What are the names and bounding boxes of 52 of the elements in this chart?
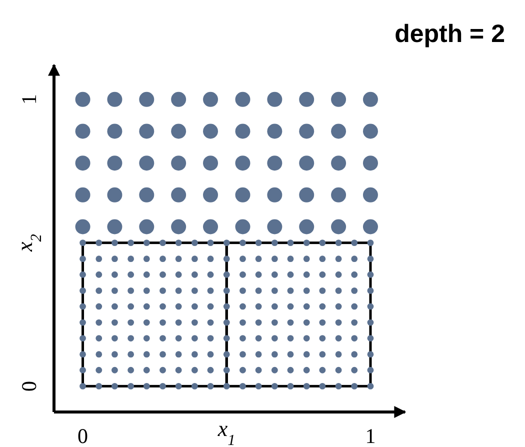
point (267, 124, 282, 139)
point (235, 219, 250, 234)
point (362, 187, 378, 202)
point (235, 124, 250, 139)
point (171, 92, 186, 107)
point (171, 187, 186, 202)
point (139, 219, 154, 234)
point (107, 92, 122, 107)
point (299, 187, 314, 202)
point (107, 187, 122, 202)
point (331, 187, 346, 202)
point (299, 124, 314, 139)
point (331, 156, 346, 171)
point (267, 219, 282, 234)
chart-title: depth = 2 (394, 20, 505, 48)
point (171, 124, 186, 139)
point (203, 219, 218, 234)
point (267, 156, 282, 171)
point (139, 92, 154, 107)
point (75, 92, 90, 107)
point (75, 219, 90, 234)
point (362, 219, 378, 234)
point (203, 124, 218, 139)
point (107, 219, 122, 234)
point (331, 124, 346, 139)
point (235, 92, 250, 107)
point (139, 124, 154, 139)
point (75, 124, 90, 139)
point (235, 156, 250, 171)
point (299, 92, 314, 107)
point (75, 156, 90, 171)
point (203, 92, 218, 107)
point (139, 187, 154, 202)
point (331, 219, 346, 234)
point (203, 156, 218, 171)
point (299, 156, 314, 171)
point (362, 156, 378, 171)
point (171, 156, 186, 171)
point (267, 187, 282, 202)
point (107, 156, 122, 171)
point (267, 92, 282, 107)
point (139, 156, 154, 171)
point (203, 187, 218, 202)
point (75, 187, 90, 202)
point (362, 124, 378, 139)
x-axis-title: x$_{1}$ (216, 416, 236, 447)
point (362, 92, 378, 107)
point (235, 187, 250, 202)
point (171, 219, 186, 234)
point (331, 92, 346, 107)
point (107, 124, 122, 139)
point (299, 219, 314, 234)
